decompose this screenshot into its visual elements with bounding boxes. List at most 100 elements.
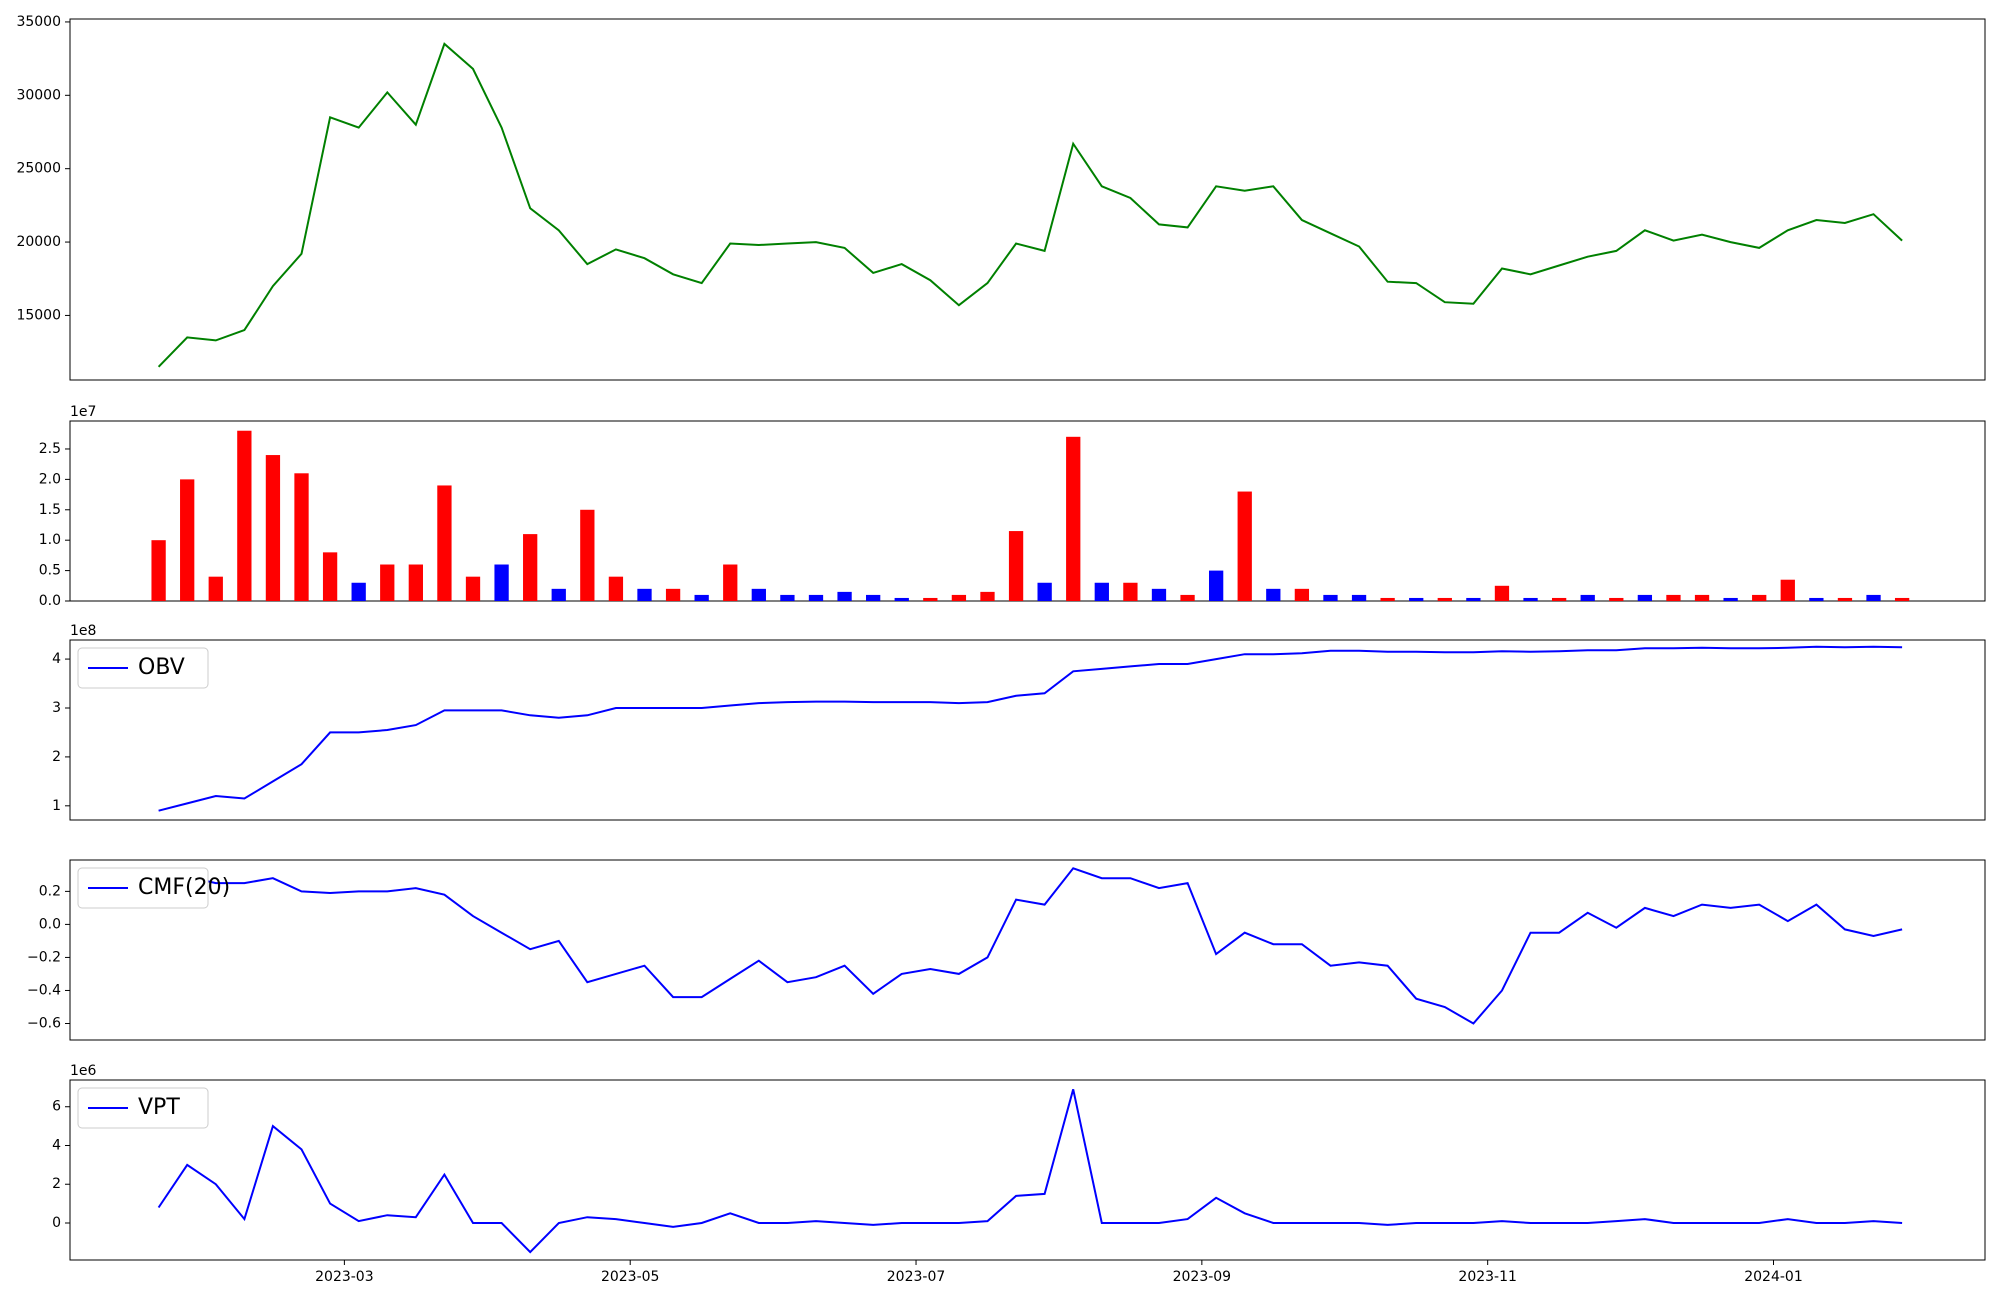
y-tick-label: 0.0	[39, 916, 61, 932]
y-tick-label: 3	[52, 700, 61, 716]
volume-bar	[1208, 570, 1224, 601]
volume-bar	[1866, 594, 1881, 601]
volume-bar	[1380, 597, 1395, 601]
y-tick-label: −0.4	[27, 982, 61, 998]
volume-bar	[1266, 588, 1281, 601]
volume-bar	[751, 588, 766, 601]
volume-bar	[437, 485, 452, 601]
volume-bar	[1409, 597, 1424, 601]
volume-bar	[151, 540, 166, 601]
volume-bar	[837, 591, 852, 601]
y-tick-label: 20000	[16, 234, 61, 250]
y-tick-label: 0.0	[39, 593, 61, 609]
y-tick-label: 6	[52, 1099, 61, 1115]
volume-bar	[1037, 582, 1052, 601]
volume-bar	[1466, 597, 1481, 601]
price-line	[157, 42, 1903, 368]
y-tick-label: 0.5	[39, 563, 61, 579]
y-tick-label: 35000	[16, 14, 61, 30]
volume-bar	[1894, 597, 1910, 601]
y-tick-label: 15000	[16, 307, 61, 323]
volume-bar	[894, 597, 909, 601]
y-tick-label: −0.2	[27, 949, 61, 965]
volume-bar	[1637, 594, 1653, 601]
volume-bar	[923, 597, 938, 601]
volume-bar	[608, 576, 624, 601]
legend-label: OBV	[138, 655, 185, 680]
volume-bar	[694, 594, 709, 601]
volume-bar	[1666, 594, 1681, 601]
y-tick-label: −0.6	[27, 1015, 61, 1031]
volume-bar	[1723, 597, 1738, 601]
axis-offset-label: 1e7	[70, 404, 96, 420]
indicator-line	[157, 1089, 1903, 1254]
y-tick-label: 30000	[16, 87, 61, 103]
legend-label: CMF(20)	[138, 875, 230, 900]
y-tick-label: 25000	[16, 161, 61, 177]
volume-bar	[808, 594, 824, 601]
volume-bar	[780, 594, 795, 601]
volume-bar	[494, 564, 509, 601]
axis-offset-label: 1e8	[70, 623, 96, 639]
volume-bar	[265, 455, 281, 601]
volume-bar	[1523, 597, 1538, 601]
volume-bar	[1066, 436, 1081, 601]
volume-bar	[1180, 594, 1195, 601]
volume-bar	[951, 594, 967, 601]
legend-label: VPT	[138, 1095, 180, 1120]
x-tick-label: 2023-09	[1173, 1269, 1232, 1285]
plot-frame	[69, 1079, 1986, 1261]
volume-bar	[551, 588, 566, 601]
plot-frame	[69, 420, 1986, 602]
plot-frame	[69, 639, 1986, 821]
volume-bar	[1237, 491, 1252, 601]
legend	[77, 867, 209, 909]
volume-bar	[523, 534, 538, 601]
volume-bar	[1094, 582, 1109, 601]
volume-bar	[465, 576, 481, 601]
volume-bar	[1494, 585, 1510, 601]
x-tick-label: 2024-01	[1744, 1269, 1803, 1285]
volume-bar	[1837, 597, 1853, 601]
volume-bar	[580, 509, 595, 601]
volume-bar	[1694, 594, 1710, 601]
volume-bar	[1752, 594, 1767, 601]
y-tick-label: 1.0	[39, 532, 61, 548]
y-tick-label: 4	[52, 1137, 61, 1153]
volume-bar	[1809, 597, 1824, 601]
volume-bar	[1351, 594, 1367, 601]
y-tick-label: 2.0	[39, 471, 61, 487]
y-tick-label: 0	[52, 1215, 61, 1231]
volume-bar	[408, 564, 423, 601]
volume-bar	[1151, 588, 1167, 601]
y-tick-label: 4	[52, 651, 61, 667]
y-tick-label: 0.2	[39, 883, 61, 899]
y-tick-label: 1.5	[39, 502, 61, 518]
plot-frame	[69, 18, 1986, 381]
x-tick-label: 2023-07	[887, 1269, 946, 1285]
plot-frame	[69, 859, 1986, 1041]
volume-bar	[351, 582, 366, 601]
volume-bar	[866, 594, 881, 601]
volume-bar	[665, 588, 681, 601]
legend	[77, 647, 209, 689]
volume-bar	[294, 473, 309, 601]
x-tick-label: 2023-11	[1458, 1269, 1517, 1285]
volume-bar	[380, 564, 395, 601]
indicator-line	[158, 867, 1903, 1025]
volume-bar	[1580, 594, 1595, 601]
volume-bar	[1323, 594, 1338, 601]
y-tick-label: 2.5	[39, 441, 61, 457]
volume-bar	[723, 564, 738, 601]
volume-bar	[1780, 579, 1795, 601]
volume-bar	[322, 552, 338, 601]
y-tick-label: 1	[52, 798, 61, 814]
volume-bar	[1294, 588, 1310, 601]
indicator-line	[158, 645, 1903, 812]
volume-bar	[1551, 597, 1567, 601]
y-tick-label: 2	[52, 1176, 61, 1192]
x-tick-label: 2023-03	[315, 1269, 374, 1285]
volume-bar	[208, 576, 223, 601]
volume-bar	[237, 430, 252, 601]
